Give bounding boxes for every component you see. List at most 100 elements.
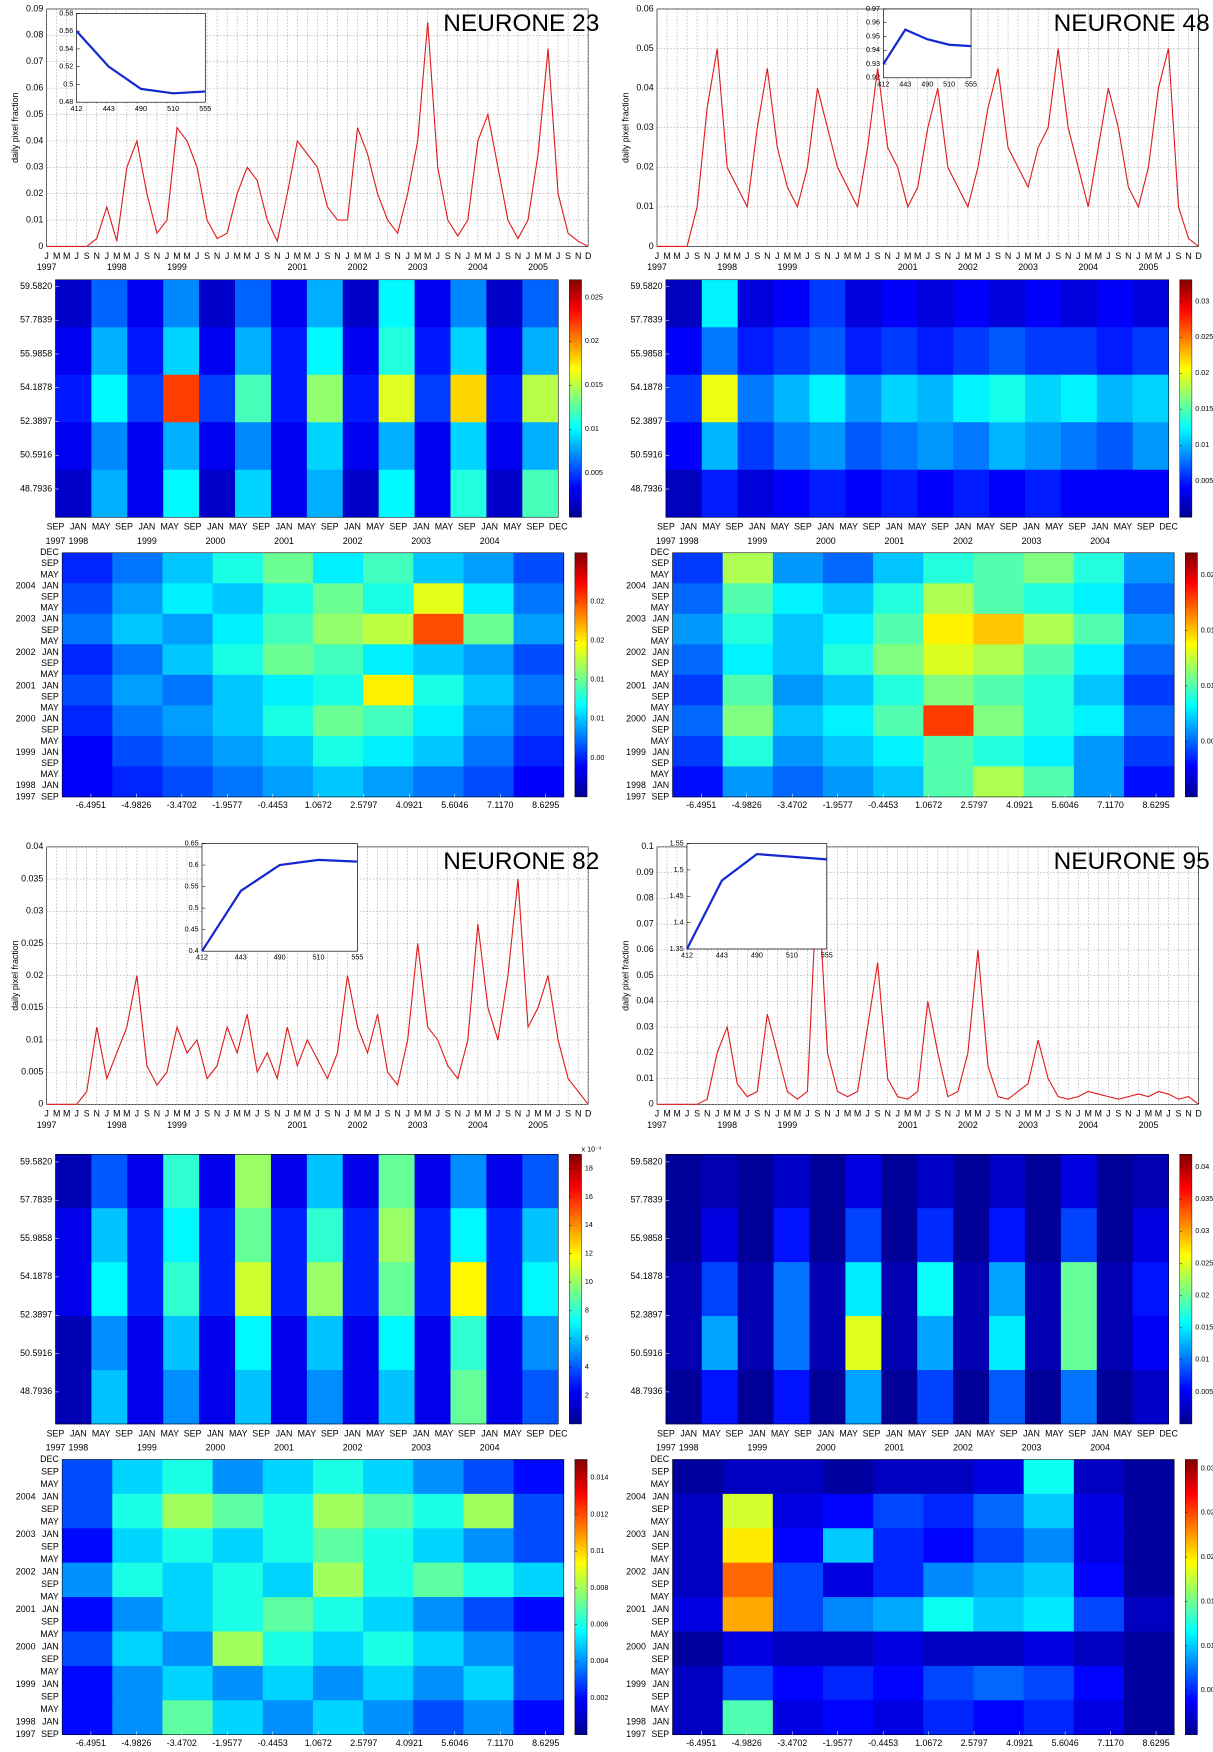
heatmap-cell <box>1023 1597 1075 1632</box>
x-tick-label: S <box>385 1109 391 1119</box>
heatmap-cell <box>1096 469 1134 518</box>
heatmap-cell <box>413 613 464 645</box>
heatmap-cell <box>881 327 918 376</box>
heatmap-cell <box>672 1459 724 1495</box>
y-tick-label: 48.7936 <box>20 1386 52 1396</box>
heatmap-cell <box>413 1562 464 1598</box>
inset-area <box>76 13 206 103</box>
heatmap-cell <box>953 1316 990 1371</box>
heatmap-cell <box>342 1316 380 1371</box>
y-tick-label: MAY <box>40 569 59 579</box>
x-tick-label: SEP <box>47 522 65 532</box>
heatmap-cell <box>414 1208 451 1263</box>
x-tick-label: MAY <box>908 522 927 532</box>
x-year-label: 2005 <box>528 262 548 272</box>
x-tick-label: N <box>274 251 280 261</box>
x-tick-label: M <box>1155 251 1162 261</box>
x-tick-label: S <box>815 251 821 261</box>
x-tick-label: N <box>154 1109 160 1119</box>
heatmap-cell <box>973 1528 1025 1564</box>
heatmap-cell <box>989 1316 1026 1371</box>
heatmap-cell <box>1023 1493 1075 1529</box>
heatmap-cell <box>953 469 990 518</box>
x-tick-label: J <box>315 251 319 261</box>
heatmap-cell <box>112 1493 163 1529</box>
colorbar-tick-label: 0.015 <box>1201 625 1213 634</box>
y-tick-label: 55.9858 <box>631 348 663 358</box>
heatmap-cell <box>1073 644 1125 676</box>
heatmap-cell <box>917 279 954 328</box>
colorbar-tick-label: 0.02 <box>590 636 604 645</box>
heatmap-cell <box>1073 1459 1125 1495</box>
heatmap-cell <box>701 327 739 376</box>
heatmap-cell <box>312 1562 364 1598</box>
y-tick-label: MAY <box>651 569 670 579</box>
y-tick-label: 50.5916 <box>631 450 663 460</box>
heatmap-cell <box>414 1154 451 1209</box>
chart-title: NEURONE 23 <box>443 10 599 37</box>
colorbar-tick-label: 0.006 <box>590 1620 608 1629</box>
x-tick-label: M <box>294 1109 301 1119</box>
y-year-label: 2003 <box>626 1529 646 1539</box>
x-year-label: 2005 <box>1139 1120 1159 1130</box>
heatmap-cell <box>212 1459 264 1495</box>
x-tick-label: S <box>754 1109 760 1119</box>
heatmap-cell <box>823 735 874 767</box>
x-tick-label: 1.0672 <box>915 1738 942 1747</box>
heatmap-cell <box>212 613 264 645</box>
heatmap-cell <box>55 469 92 518</box>
x-tick-label: S <box>1176 1109 1182 1119</box>
heatmap-cell <box>823 1665 874 1701</box>
x-tick-label: M <box>63 251 70 261</box>
x-tick-label: MAY <box>92 522 111 532</box>
x-tick-label: S <box>445 251 451 261</box>
y-tick-label: 0.45 <box>185 925 199 934</box>
x-year-label: 2002 <box>958 262 978 272</box>
y-tick-label: 0.02 <box>26 970 43 980</box>
y-tick-label: MAY <box>40 1516 59 1526</box>
heatmap-cell <box>363 644 414 676</box>
y-tick-label: MAY <box>40 669 59 679</box>
x-tick-label: N <box>214 251 220 261</box>
x-tick-label: 2.5797 <box>961 1738 988 1747</box>
heatmap-cell <box>923 613 974 645</box>
heatmap-frame <box>61 1459 565 1735</box>
x-tick-label: M <box>854 1109 861 1119</box>
heatmap-cell <box>363 766 414 798</box>
x-tick-label: M <box>663 1109 670 1119</box>
x-tick-label: -1.9577 <box>823 1738 853 1747</box>
data-line <box>46 22 589 248</box>
y-tick-label: 0.02 <box>636 162 653 172</box>
heatmap-cell <box>772 644 824 676</box>
heatmap-cell <box>989 1154 1026 1209</box>
x-tick-label: J <box>685 1109 689 1119</box>
heatmap-cell <box>306 469 344 518</box>
y-tick-label: 0.5 <box>189 903 199 912</box>
x-tick-label: M <box>173 1109 180 1119</box>
x-tick-label: 412 <box>877 79 889 88</box>
heatmap-cell <box>1073 552 1125 584</box>
x-year-label: 1999 <box>167 262 187 272</box>
x-tick-label: N <box>704 1109 710 1119</box>
heatmap-cell <box>112 1562 163 1598</box>
x-tick-label: MAY <box>839 1428 858 1438</box>
heatmap-cell <box>522 469 559 518</box>
x-tick-label: SEP <box>1137 1428 1155 1438</box>
heatmap-cell <box>486 1370 523 1425</box>
heatmap-cell <box>1073 1597 1125 1632</box>
x-tick-label: 1.0672 <box>305 1738 332 1747</box>
x-tick-label: M <box>1024 1109 1031 1119</box>
heatmap-cell <box>823 583 874 615</box>
x-tick-label: SEP <box>863 522 881 532</box>
heatmap-cell <box>163 1262 200 1317</box>
x-tick-label: N <box>575 251 581 261</box>
heatmap-cell <box>463 644 514 676</box>
colorbar-tick-label: 8 <box>585 1305 589 1314</box>
heatmap-cell <box>1132 327 1169 376</box>
data-line <box>882 28 972 65</box>
heatmap-cell <box>1024 1316 1062 1371</box>
x-tick-label: M <box>53 251 60 261</box>
heatmap-cell <box>701 1154 739 1209</box>
x-tick-label: J <box>926 251 930 261</box>
x-tick-label: MAY <box>977 522 996 532</box>
